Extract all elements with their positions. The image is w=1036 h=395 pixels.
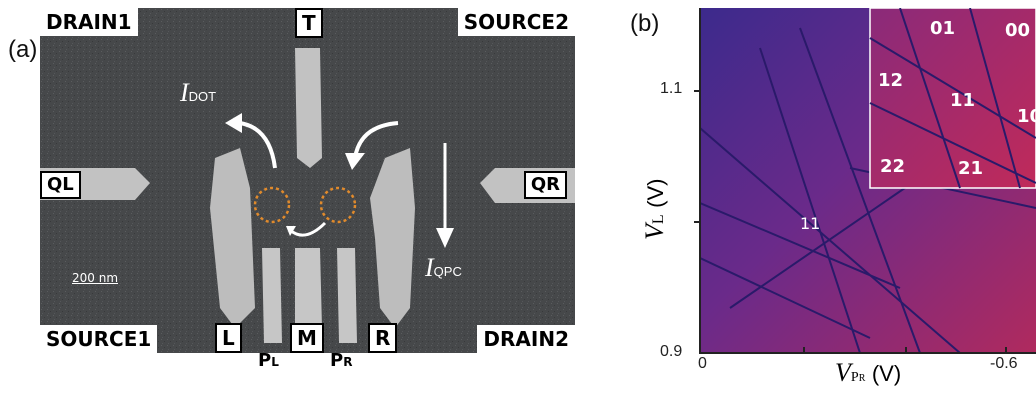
y-tick-0-9: 0.9 <box>660 343 683 360</box>
idot-main: I <box>180 78 189 107</box>
drain1-label: DRAIN1 <box>40 8 138 36</box>
iqpc-sub: QPC <box>433 264 462 279</box>
interdot-arrow <box>289 221 327 237</box>
iqpc-label: IQPC <box>425 253 462 283</box>
stability-diagram <box>699 7 1036 354</box>
gate-m-label: M <box>290 323 324 353</box>
inset-label-11: 11 <box>950 90 976 111</box>
idot-label: IDOT <box>180 78 216 108</box>
y-tick-mark <box>694 90 700 92</box>
incoming-arrow <box>353 121 399 159</box>
gate-l-shape <box>210 148 255 328</box>
inset-label-22: 22 <box>880 156 906 177</box>
x-axis-line <box>699 352 1036 354</box>
transition-line <box>699 257 871 339</box>
idot-arrowhead <box>225 113 242 133</box>
inset-label-10: 10 <box>1017 106 1036 127</box>
panel-b-label: (b) <box>630 10 660 37</box>
panel-a-label: (a) <box>8 36 38 63</box>
gate-pr-shape <box>337 248 357 343</box>
gate-pr-label: PR <box>330 350 352 371</box>
x-tick-mark <box>803 347 805 353</box>
pl-main: P <box>258 350 272 371</box>
sem-micrograph: DRAIN1 SOURCE2 SOURCE1 DRAIN2 T QL QR L … <box>40 8 575 353</box>
y-title-unit: (V) <box>643 178 668 208</box>
transition-line <box>759 47 861 354</box>
x-tick-0: 0 <box>698 355 707 372</box>
x-title-main: V <box>835 358 851 387</box>
gate-l-label: L <box>215 323 242 353</box>
y-axis-title: VL (V) <box>640 179 670 241</box>
idot-arrow <box>239 121 277 169</box>
idot-sub: DOT <box>188 89 217 104</box>
inset-line <box>969 7 1021 189</box>
gate-m-shape <box>295 248 322 328</box>
interdot-arrowhead <box>286 226 296 236</box>
y-tick-1-1: 1.1 <box>660 80 683 97</box>
x-tick-mark <box>905 347 907 353</box>
inset-line <box>899 7 961 189</box>
main-label-11: 11 <box>800 214 821 233</box>
pr-sub: R <box>343 355 353 369</box>
transition-line <box>799 27 921 354</box>
gate-qr-label: QR <box>523 171 567 199</box>
gate-t-shape <box>295 48 322 168</box>
transition-line <box>699 202 901 289</box>
gate-r-shape <box>370 148 415 328</box>
y-tick-mark <box>694 221 700 223</box>
iqpc-main: I <box>425 253 434 282</box>
gate-r-label: R <box>368 323 398 353</box>
scale-bar-label: 200 nm <box>72 271 119 285</box>
x-tick-mark <box>1005 347 1007 353</box>
inset-line <box>869 37 1036 139</box>
inset-line <box>869 102 1036 184</box>
x-title-subsub: R <box>858 373 866 384</box>
incoming-arrowhead <box>345 153 365 170</box>
right-dot-circle <box>319 186 357 224</box>
drain2-label: DRAIN2 <box>477 325 575 353</box>
x-title-unit: (V) <box>871 361 902 386</box>
source1-label: SOURCE1 <box>40 325 158 353</box>
gate-ql-label: QL <box>40 171 81 199</box>
pl-sub: L <box>271 355 279 369</box>
sem-image <box>40 8 575 353</box>
y-title-main: V <box>640 224 669 240</box>
y-axis-line <box>699 8 701 353</box>
left-dot-circle <box>253 186 291 224</box>
inset-lines <box>869 7 1036 189</box>
y-title-sub: L <box>650 214 667 225</box>
pr-main: P <box>330 350 344 371</box>
gate-pl-label: PL <box>258 350 279 371</box>
x-tick-neg06: -0.6 <box>990 355 1018 372</box>
inset-label-12: 12 <box>878 70 904 91</box>
inset-label-00: 00 <box>1005 20 1031 41</box>
gate-pl-shape <box>262 248 282 343</box>
inset-box <box>869 7 1036 189</box>
gate-t-label: T <box>295 8 323 38</box>
source2-label: SOURCE2 <box>457 8 575 36</box>
x-axis-title: VPR (V) <box>835 358 901 388</box>
charge-stability-plot: 01 00 12 11 10 22 21 11 <box>699 7 1036 354</box>
inset-label-21: 21 <box>958 158 984 179</box>
iqpc-arrowhead <box>436 228 454 248</box>
x-title-sub: P <box>850 370 859 385</box>
inset-label-01: 01 <box>930 18 956 39</box>
